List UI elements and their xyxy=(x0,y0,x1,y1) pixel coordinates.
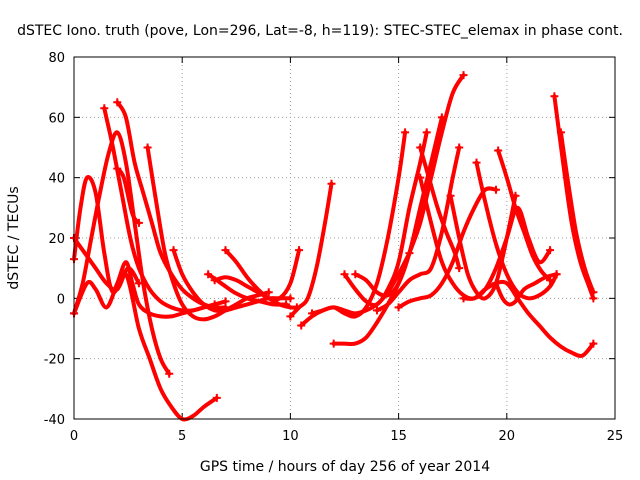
series-point-marker xyxy=(351,270,360,279)
series-point-marker xyxy=(491,185,500,194)
series-arc-8 xyxy=(115,166,141,225)
series-point-marker xyxy=(589,339,598,348)
series-arc-16 xyxy=(342,130,429,308)
series-point-marker xyxy=(204,270,213,279)
series-arc-26 xyxy=(496,148,553,283)
series-arc-5 xyxy=(102,106,228,313)
y-axis-label: dSTEC / TECUs xyxy=(6,186,22,289)
series-point-marker xyxy=(286,312,295,321)
series-arc-25 xyxy=(474,160,559,301)
y-tick-label: 0 xyxy=(57,292,65,307)
series-arc-7 xyxy=(145,145,271,322)
series-point-marker xyxy=(552,270,561,279)
series-point-marker xyxy=(472,158,481,167)
series-arc-28 xyxy=(558,130,596,295)
series-arc-22 xyxy=(448,193,518,301)
series-point-marker xyxy=(372,306,381,315)
series-point-marker xyxy=(455,143,464,152)
series-point-marker xyxy=(401,128,410,137)
x-tick-label: 20 xyxy=(499,429,516,444)
y-tick-label: -40 xyxy=(44,413,65,428)
series-arc-23 xyxy=(461,279,596,359)
x-tick-label: 15 xyxy=(390,429,407,444)
series-point-marker xyxy=(329,339,338,348)
series-point-marker xyxy=(100,104,109,113)
series-point-marker xyxy=(297,321,306,330)
series-point-marker xyxy=(491,279,500,288)
series-point-marker xyxy=(165,369,174,378)
series-point-marker xyxy=(455,264,464,273)
series-point-marker xyxy=(494,146,503,155)
series-point-marker xyxy=(446,191,455,200)
x-tick-label: 0 xyxy=(70,429,78,444)
series-point-marker xyxy=(459,71,468,80)
y-tick-label: 40 xyxy=(48,172,65,187)
series-point-marker xyxy=(295,246,304,255)
series-point-marker xyxy=(308,309,317,318)
series-arc-13 xyxy=(288,181,334,319)
x-tick-label: 10 xyxy=(282,429,299,444)
series-arc-12 xyxy=(212,275,299,310)
series-arc-18 xyxy=(331,73,466,347)
y-tick-label: 80 xyxy=(48,51,65,66)
series-point-marker xyxy=(143,143,152,152)
series-point-marker xyxy=(221,246,230,255)
series-point-marker xyxy=(589,288,598,297)
series-point-marker xyxy=(113,164,122,173)
series-point-marker xyxy=(459,294,468,303)
series-point-marker xyxy=(210,276,219,285)
series-point-marker xyxy=(264,288,273,297)
series-point-marker xyxy=(340,270,349,279)
series-point-marker xyxy=(327,179,336,188)
series-point-marker xyxy=(550,92,559,101)
series-point-marker xyxy=(556,128,565,137)
y-tick-label: -20 xyxy=(44,353,65,368)
x-tick-label: 25 xyxy=(607,429,624,444)
series-point-marker xyxy=(394,303,403,312)
series-point-marker xyxy=(546,276,555,285)
series-point-marker xyxy=(169,246,178,255)
x-axis-label: GPS time / hours of day 256 of year 2014 xyxy=(200,459,490,475)
series-point-marker xyxy=(212,393,221,402)
y-tick-label: 20 xyxy=(48,232,65,247)
series-group xyxy=(70,71,598,422)
chart-title: dSTEC Iono. truth (pove, Lon=296, Lat=-8… xyxy=(17,23,623,39)
series-arc-2 xyxy=(72,175,219,422)
series-point-marker xyxy=(286,294,295,303)
series-arc-15 xyxy=(310,130,408,319)
series-point-marker xyxy=(113,98,122,107)
series-point-marker xyxy=(134,218,143,227)
y-tick-label: 60 xyxy=(48,111,65,126)
series-point-marker xyxy=(416,143,425,152)
series-point-marker xyxy=(416,173,425,182)
x-tick-label: 5 xyxy=(178,429,186,444)
plot-frame xyxy=(73,56,616,420)
series-point-marker xyxy=(546,246,555,255)
series-point-marker xyxy=(422,128,431,137)
series-arc-29 xyxy=(418,145,462,271)
series-arc-27 xyxy=(552,94,596,301)
series-arc-10 xyxy=(206,272,289,307)
series-point-marker xyxy=(134,279,143,288)
series-arc-1 xyxy=(72,130,172,376)
